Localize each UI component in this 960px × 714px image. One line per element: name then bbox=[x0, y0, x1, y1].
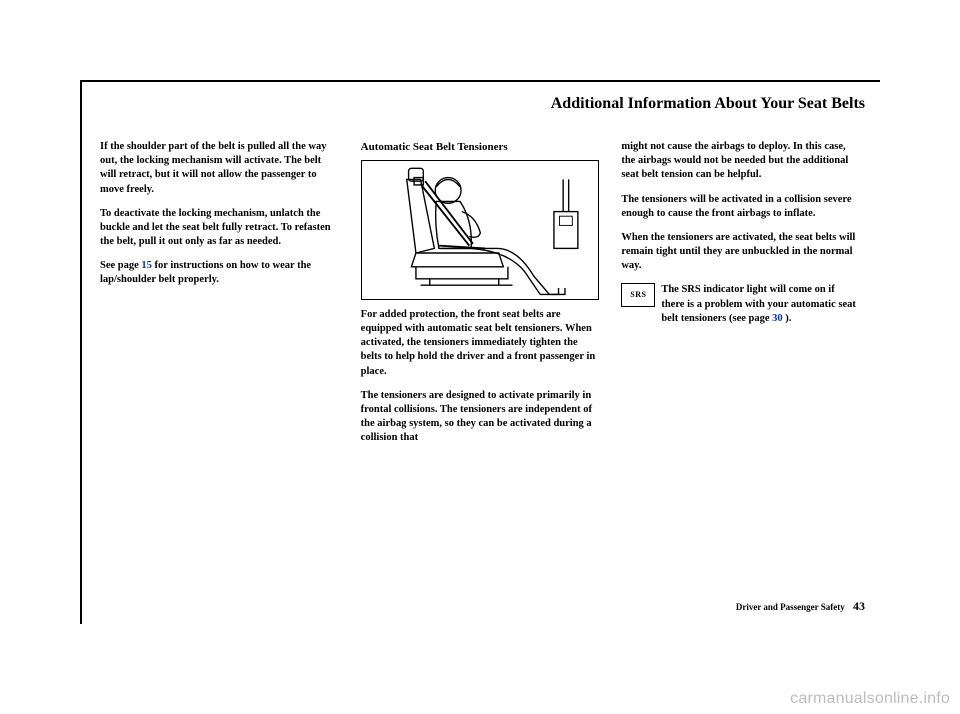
page-number: 43 bbox=[853, 599, 865, 613]
srs-text-a: The SRS indicator light will come on if … bbox=[661, 284, 856, 323]
seat-belt-illustration bbox=[361, 160, 600, 300]
srs-indicator-text: The SRS indicator light will come on if … bbox=[661, 283, 860, 326]
col3-para2: The tensioners will be activated in a co… bbox=[621, 193, 860, 221]
manual-page: Additional Information About Your Seat B… bbox=[0, 0, 960, 714]
col2-para2: The tensioners are designed to activate … bbox=[361, 389, 600, 446]
col1-p3a: See page bbox=[100, 260, 141, 271]
page-footer: Driver and Passenger Safety 43 bbox=[736, 599, 865, 614]
page-title: Additional Information About Your Seat B… bbox=[551, 95, 865, 113]
column-3: might not cause the airbags to deploy. I… bbox=[621, 140, 860, 584]
col1-para3: See page 15 for instructions on how to w… bbox=[100, 259, 339, 287]
page-link-30[interactable]: 30 bbox=[772, 313, 783, 324]
column-2: Automatic Seat Belt Tensioners bbox=[361, 140, 600, 584]
col3-para1: might not cause the airbags to deploy. I… bbox=[621, 140, 860, 183]
col3-para3: When the tensioners are activated, the s… bbox=[621, 231, 860, 274]
col2-para1: For added protection, the front seat bel… bbox=[361, 308, 600, 379]
page-link-15[interactable]: 15 bbox=[141, 260, 152, 271]
column-1: If the shoulder part of the belt is pull… bbox=[100, 140, 339, 584]
col1-para1: If the shoulder part of the belt is pull… bbox=[100, 140, 339, 197]
col2-title: Automatic Seat Belt Tensioners bbox=[361, 140, 600, 155]
srs-indicator-note: SRS The SRS indicator light will come on… bbox=[621, 283, 860, 326]
person-in-seat-icon bbox=[362, 161, 599, 299]
col1-para2: To deactivate the locking mechanism, unl… bbox=[100, 207, 339, 250]
srs-indicator-icon: SRS bbox=[621, 283, 655, 307]
content-columns: If the shoulder part of the belt is pull… bbox=[100, 140, 860, 584]
watermark: carmanualsonline.info bbox=[790, 690, 950, 708]
srs-text-b: ). bbox=[783, 313, 792, 324]
footer-section: Driver and Passenger Safety bbox=[736, 602, 845, 612]
